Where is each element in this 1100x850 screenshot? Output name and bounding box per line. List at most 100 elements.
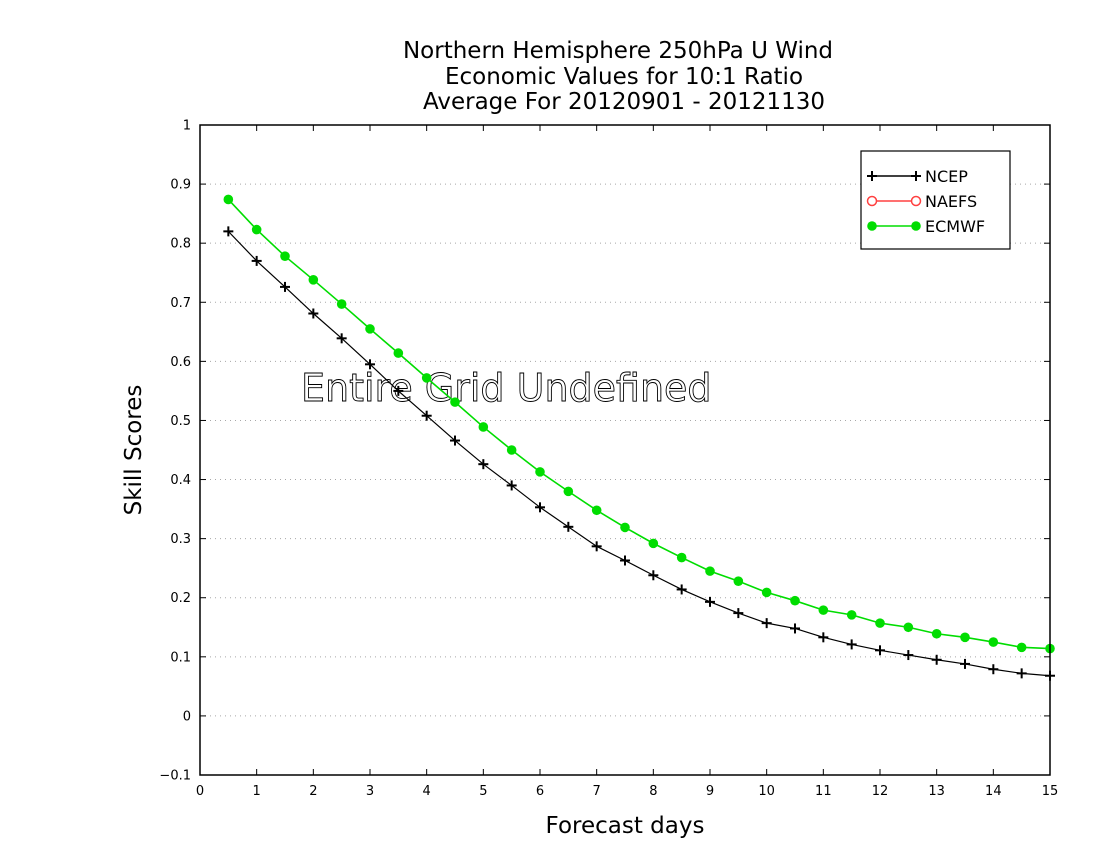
data-point-ncep (308, 308, 319, 319)
data-point-ncep (761, 618, 772, 629)
data-point-ncep (563, 521, 574, 532)
grid-lines (200, 183, 1050, 717)
series-ecmwf (223, 194, 1055, 654)
x-tick-label: 11 (815, 784, 832, 799)
data-point-ecmwf (591, 505, 602, 516)
y-tick-label: 1 (183, 119, 191, 134)
y-tick-label: −0.1 (159, 769, 191, 784)
data-point-ecmwf (988, 637, 999, 647)
plot-frame (199, 124, 1051, 776)
x-tick-label: 2 (309, 784, 317, 799)
data-point-ecmwf (903, 622, 914, 633)
data-point-ncep (988, 664, 999, 675)
data-point-ecmwf (733, 576, 744, 586)
legend-marker-naefs (866, 195, 878, 207)
annotation: Entire Grid Undefined (301, 366, 712, 411)
data-point-ecmwf (450, 397, 460, 407)
legend-item-naefs: NAEFS (866, 192, 977, 211)
data-point-ecmwf (421, 373, 432, 383)
chart-title: Northern Hemisphere 250hPa U Wind Econom… (403, 38, 833, 115)
data-point-ecmwf (280, 251, 290, 261)
data-point-ncep (393, 385, 404, 396)
data-point-ncep (875, 645, 885, 656)
x-tick-label: 8 (649, 784, 657, 799)
chart-title-line-1: Northern Hemisphere 250hPa U Wind (403, 38, 833, 64)
legend-box (860, 150, 1011, 250)
data-point-ecmwf (875, 618, 885, 628)
data-point-ecmwf (648, 538, 659, 549)
y-tick-label: 0.4 (170, 473, 191, 488)
legend-marker-ncep (867, 171, 877, 181)
y-tick-label: 0.6 (170, 355, 191, 370)
x-tick-label: 1 (253, 784, 261, 799)
data-point-ecmwf (931, 628, 942, 639)
y-tick-label: 0.9 (170, 178, 191, 193)
data-point-ncep (251, 255, 262, 266)
data-point-ecmwf (676, 552, 687, 563)
series-line-ncep (227, 230, 1051, 677)
data-point-ncep (365, 359, 375, 370)
series-lines (223, 194, 1055, 681)
x-tick-label: 9 (706, 784, 714, 799)
legend-marker-ecmwf (911, 221, 921, 231)
y-tick-label: 0.8 (170, 237, 191, 252)
legend-label-ecmwf: ECMWF (925, 217, 985, 236)
data-point-ncep (705, 596, 715, 607)
data-point-ncep (818, 632, 829, 643)
x-tick-label: 15 (1042, 784, 1059, 799)
legend-item-ecmwf: ECMWF (867, 217, 985, 236)
data-point-ncep (676, 584, 687, 595)
data-point-ncep (960, 658, 970, 669)
data-point-ncep (1016, 668, 1027, 679)
y-tick-label: 0.1 (170, 650, 191, 665)
data-point-ecmwf (818, 605, 829, 615)
series-line-ecmwf (227, 198, 1051, 650)
x-tick-label: 5 (479, 784, 487, 799)
data-point-ncep (931, 654, 942, 665)
data-point-ncep (790, 623, 800, 634)
y-tick-label: 0.2 (170, 591, 191, 606)
data-point-ncep (733, 608, 744, 619)
data-point-ecmwf (393, 348, 404, 358)
y-tick-label: 0 (183, 709, 191, 724)
data-point-ecmwf (705, 566, 715, 576)
x-tick-label: 12 (872, 784, 889, 799)
data-point-ncep (223, 226, 234, 237)
legend-marker-naefs (910, 195, 922, 207)
data-point-ncep (280, 281, 290, 292)
annotation-text: Entire Grid Undefined (301, 366, 712, 410)
x-tick-label: 3 (366, 784, 374, 799)
data-point-ncep (903, 650, 914, 661)
data-point-ncep (336, 333, 347, 344)
data-point-ecmwf (223, 194, 234, 205)
data-point-ecmwf (563, 486, 574, 497)
legend-label-naefs: NAEFS (925, 192, 977, 211)
chart-title-line-3: Average For 20120901 - 20121130 (423, 89, 825, 115)
x-tick-label: 14 (985, 784, 1002, 799)
data-point-ecmwf (790, 595, 800, 606)
x-tick-label: 6 (536, 784, 544, 799)
data-point-ncep (478, 459, 489, 470)
x-tick-label: 0 (196, 784, 204, 799)
chart-title-line-2: Economic Values for 10:1 Ratio (445, 64, 803, 90)
data-point-ncep (591, 541, 602, 552)
x-tick-label: 13 (928, 784, 945, 799)
legend: NCEP NAEFS ECMWF (860, 150, 1011, 250)
data-point-ecmwf (846, 610, 857, 620)
x-tick-label: 7 (593, 784, 601, 799)
axis-ticks: −0.100.10.20.30.40.50.60.70.80.910 1 2 3 4 5 6… (159, 119, 1058, 800)
series-ncep (223, 226, 1055, 681)
data-point-ecmwf (960, 632, 970, 643)
y-tick-label: 0.5 (170, 414, 191, 429)
data-point-ecmwf (761, 587, 772, 598)
x-tick-label: 10 (758, 784, 775, 799)
data-point-ncep (506, 480, 517, 491)
x-axis-label: Forecast days (546, 813, 705, 839)
data-point-ecmwf (336, 299, 347, 309)
data-point-ecmwf (365, 324, 375, 334)
data-point-ecmwf (535, 467, 545, 477)
data-point-ecmwf (620, 522, 630, 533)
y-tick-label: 0.7 (170, 296, 191, 311)
legend-label-ncep: NCEP (925, 167, 968, 186)
